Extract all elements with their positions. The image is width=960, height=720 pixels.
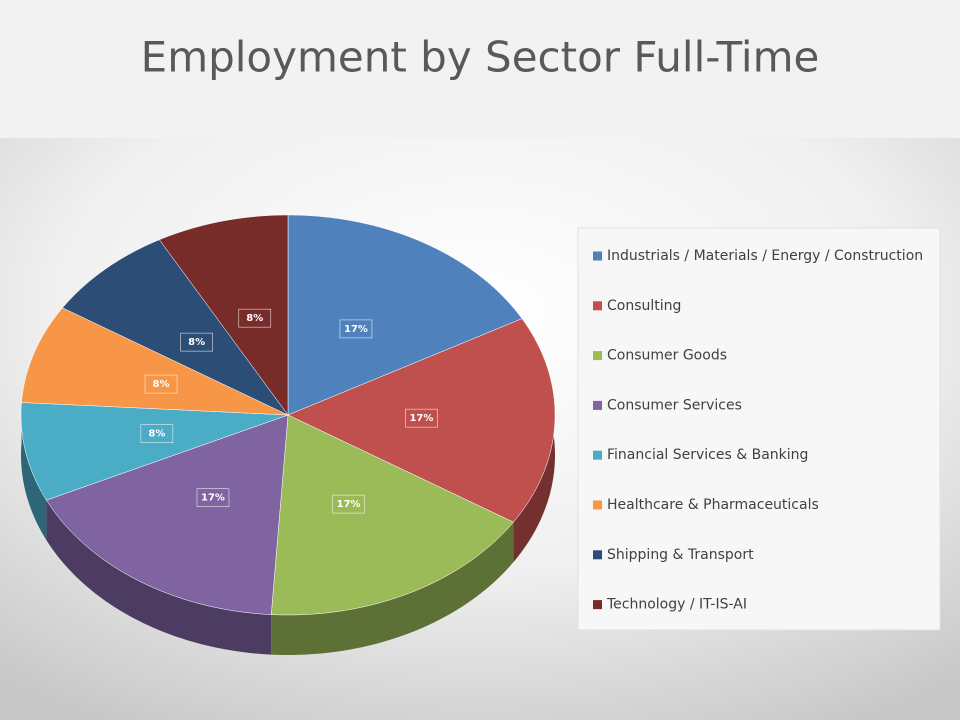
value-label-box [144,374,178,394]
value-label-box [196,488,230,507]
value-label: 8% [148,429,165,440]
value-label: 17% [409,413,433,424]
value-label-box [332,494,365,514]
legend-label: Industrials / Materials / Energy / Const… [607,248,923,264]
legend-label: Shipping & Transport [607,547,754,563]
legend-swatch [593,251,602,261]
slice [46,414,289,615]
slice [158,214,289,416]
value-label: 17% [201,493,225,504]
slice [20,402,289,501]
value-label-box [180,332,213,352]
value-label: 8% [246,313,263,324]
value-label: 8% [188,337,205,348]
value-label: 17% [344,324,368,335]
slice [287,214,523,416]
legend-swatch [593,450,602,460]
value-label-box [339,319,373,339]
slice-side [271,522,514,655]
slice [270,414,514,616]
title-band [0,0,960,138]
legend-swatch [593,550,602,560]
slice-side [46,500,272,655]
legend-label: Consumer Goods [607,348,727,364]
legend-swatch [593,500,602,510]
legend-swatch [593,400,602,410]
legend-label: Financial Services & Banking [607,447,808,463]
value-label-box [140,424,174,443]
chart-title: Employment by Sector Full-Time [141,33,820,82]
legend-label: Consumer Services [607,397,742,413]
legend-swatch [593,301,602,311]
slice [21,307,289,416]
legend-swatch [593,351,602,361]
legend-swatch [593,600,602,610]
legend-label: Healthcare & Pharmaceuticals [607,497,819,513]
slice [62,239,289,416]
value-label: 17% [337,499,361,510]
value-label-box [405,408,438,428]
value-label: 8% [153,379,170,390]
value-label-box [238,308,272,328]
slice-side [21,402,47,541]
legend-label: Technology / IT-IS-AI [606,597,747,613]
legend [577,227,941,631]
legend-label: Consulting [607,298,681,314]
